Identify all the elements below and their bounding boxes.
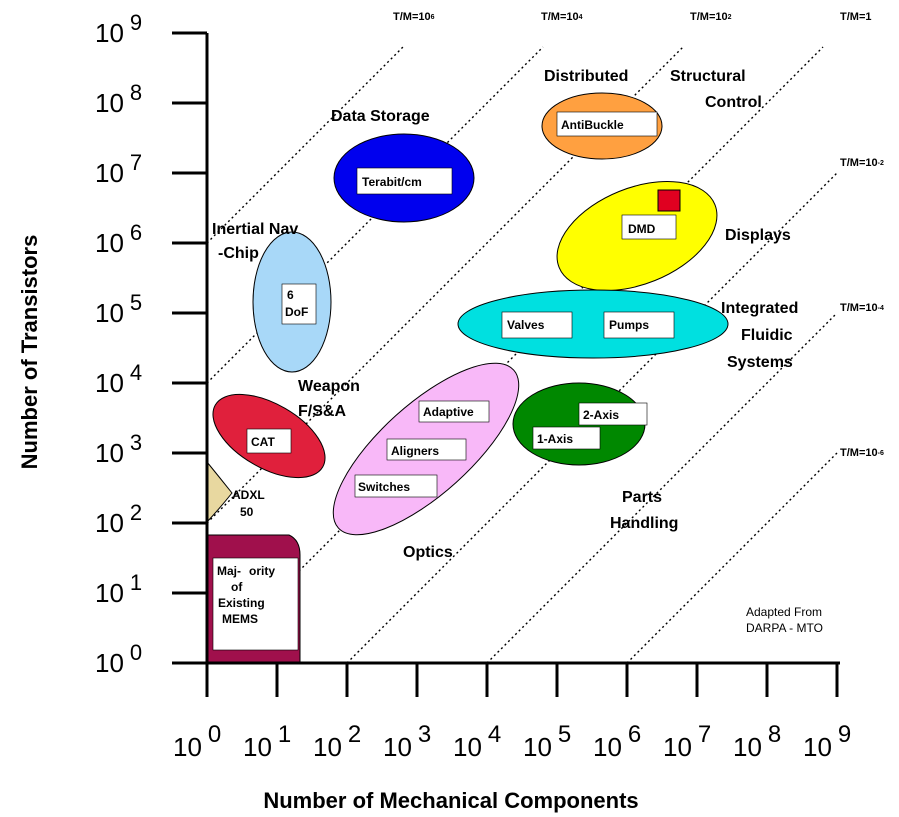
inertial-nav-label: Inertial Nav: [212, 221, 298, 238]
weapon-label: Weapon: [298, 378, 360, 395]
dmd-label: DMD: [628, 222, 656, 236]
chip-label: -Chip: [218, 245, 259, 262]
mems-label-1: Maj-: [217, 564, 241, 578]
integrated-label: Integrated: [721, 300, 798, 317]
mems-label-4: Existing: [218, 596, 265, 610]
x-ticks: 10 0 10 1 10 2 10 3 10 4 10 5 10 6 10 7 10 8 10 9: [173, 663, 851, 762]
y-tick-label: 10 1: [95, 570, 142, 608]
source-note-line2: DARPA - MTO: [746, 621, 823, 635]
one-axis-label: 1-Axis: [537, 432, 573, 446]
data-storage-label: Data Storage: [331, 108, 430, 125]
y-tick-label: 10 9: [95, 10, 142, 48]
fluidic-label: Fluidic: [741, 327, 793, 344]
x-tick-label: 10 9: [803, 721, 851, 762]
x-tick-label: 10 7: [663, 721, 711, 762]
parts-label: Parts: [622, 489, 662, 506]
mems-label-2: ority: [249, 564, 275, 578]
cat-box: CAT: [246, 428, 292, 454]
six-dof-box: 6 DoF: [281, 283, 317, 325]
x-axis-title: Number of Mechanical Components: [263, 788, 638, 813]
y-tick-label: 10 3: [95, 430, 142, 468]
y-tick-label: 10 6: [95, 220, 142, 258]
majority-mems-region: Maj- ority of Existing MEMS: [206, 534, 301, 664]
fsa-label: F/S&A: [298, 403, 346, 420]
adxl-number: 50: [240, 505, 254, 519]
ratio-line: [206, 46, 824, 664]
x-tick-label: 10 4: [453, 721, 501, 762]
ratio-line-label: T/M=10-2: [840, 157, 884, 169]
y-tick-label: 10 2: [95, 500, 142, 538]
switches-label: Switches: [358, 480, 410, 494]
structural-label: Structural: [670, 68, 746, 85]
y-tick-label: 10 4: [95, 360, 142, 398]
ratio-line-label: T/M=1: [840, 11, 871, 23]
mems-label-3: of: [231, 580, 243, 594]
terabit-label: Terabit/cm: [362, 175, 422, 189]
optics-label: Optics: [403, 544, 453, 561]
terabit-box: Terabit/cm: [356, 167, 453, 195]
adxl-label: ADXL: [232, 488, 265, 502]
valves-box: Valves: [501, 311, 573, 339]
ratio-line-label: T/M=102: [690, 11, 732, 23]
x-tick-label: 10 8: [733, 721, 781, 762]
adaptive-box: Adaptive: [418, 400, 490, 423]
y-tick-label: 10 7: [95, 150, 142, 188]
ratio-line-label: T/M=104: [541, 11, 583, 23]
y-tick-label: 10 0: [95, 640, 142, 678]
dmd-marker: [657, 189, 681, 212]
y-tick-label: 10 5: [95, 290, 142, 328]
x-tick-label: 10 6: [593, 721, 641, 762]
aligners-label: Aligners: [391, 444, 439, 458]
antibuckle-box: AntiBuckle: [556, 111, 658, 137]
ratio-line-label: T/M=10-6: [840, 447, 884, 459]
x-tick-label: 10 3: [383, 721, 431, 762]
y-tick-label: 10 8: [95, 80, 142, 118]
handling-label: Handling: [610, 515, 678, 532]
ratio-line-label: T/M=10-4: [840, 302, 884, 314]
mems-label-box: [212, 557, 299, 651]
pumps-box: Pumps: [603, 311, 675, 339]
y-axis-title: Number of Transistors: [17, 235, 42, 470]
x-tick-label: 10 2: [313, 721, 361, 762]
x-tick-label: 10 0: [173, 721, 221, 762]
displays-label: Displays: [725, 227, 791, 244]
adxl-region: [206, 460, 233, 524]
x-tick-label: 10 5: [523, 721, 571, 762]
control-label: Control: [705, 94, 762, 111]
x-tick-label: 10 1: [243, 721, 291, 762]
antibuckle-label: AntiBuckle: [561, 118, 624, 132]
cat-label: CAT: [251, 435, 275, 449]
six-dof-label: DoF: [285, 305, 308, 319]
systems-label: Systems: [727, 354, 793, 371]
distributed-label: Distributed: [544, 68, 628, 85]
ratio-line: [206, 46, 544, 384]
source-note-line1: Adapted From: [746, 605, 822, 619]
one-axis-box: 1-Axis: [532, 426, 601, 450]
six-dof-num: 6: [287, 288, 294, 302]
pumps-label: Pumps: [609, 318, 649, 332]
two-axis-label: 2-Axis: [583, 408, 619, 422]
adaptive-label: Adaptive: [423, 405, 474, 419]
ratio-line-label: T/M=106: [393, 11, 435, 23]
two-axis-box: 2-Axis: [578, 402, 648, 426]
dmd-box: DMD: [621, 214, 677, 240]
mems-label-5: MEMS: [222, 612, 258, 626]
fluidic-region: [457, 289, 729, 359]
switches-box: Switches: [354, 474, 438, 498]
valves-label: Valves: [507, 318, 545, 332]
aligners-box: Aligners: [386, 438, 467, 461]
ratio-line: [206, 46, 404, 244]
